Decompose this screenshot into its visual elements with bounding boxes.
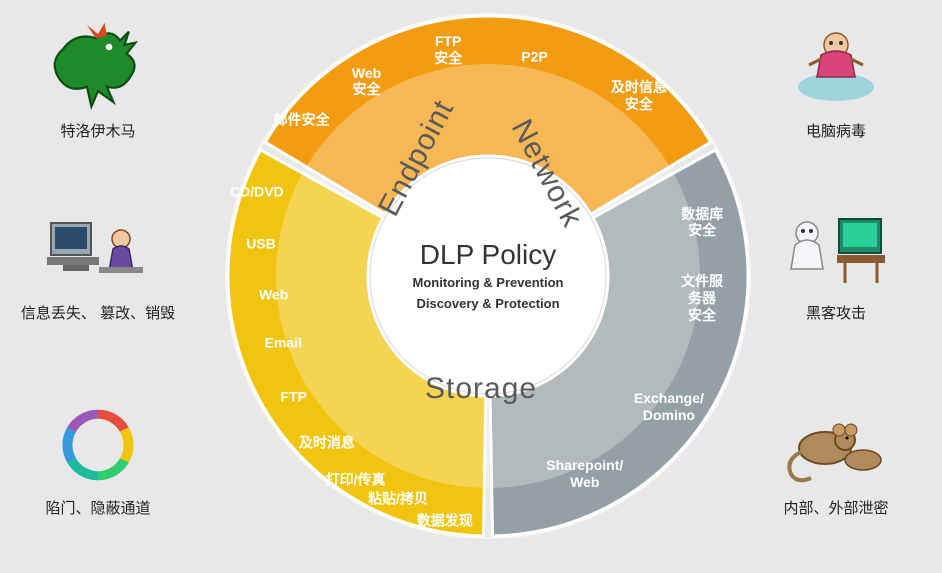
right-label: 电脑病毒 <box>806 122 866 142</box>
right-column: 电脑病毒 黑客攻击 <box>756 0 916 573</box>
dragon-icon <box>43 18 153 118</box>
left-label: 陷门、隐蔽通道 <box>45 499 150 519</box>
rat-icon <box>781 395 891 495</box>
left-item-trapdoor: 陷门、隐蔽通道 <box>18 395 178 519</box>
virus-icon <box>781 18 891 118</box>
right-label: 黑客攻击 <box>806 304 866 324</box>
right-item-hacker: 黑客攻击 <box>756 200 916 324</box>
diagram-root: 特洛伊木马 信息丢失、 篡改、销毁 <box>0 0 942 573</box>
hacker-icon <box>781 200 891 300</box>
cycle-arrows-icon <box>43 395 153 495</box>
donut-svg <box>222 10 754 542</box>
left-item-trojan: 特洛伊木马 <box>18 18 178 142</box>
left-label: 特洛伊木马 <box>60 122 135 142</box>
right-item-leak: 内部、外部泄密 <box>756 395 916 519</box>
left-item-loss: 信息丢失、 篡改、销毁 <box>18 200 178 324</box>
right-item-virus: 电脑病毒 <box>756 18 916 142</box>
dlp-donut: Endpoint Network Storage DLP Policy Moni… <box>222 10 754 542</box>
left-column: 特洛伊木马 信息丢失、 篡改、销毁 <box>18 0 178 573</box>
right-label: 内部、外部泄密 <box>783 499 888 519</box>
data-loss-icon <box>43 200 153 300</box>
left-label: 信息丢失、 篡改、销毁 <box>21 304 175 324</box>
